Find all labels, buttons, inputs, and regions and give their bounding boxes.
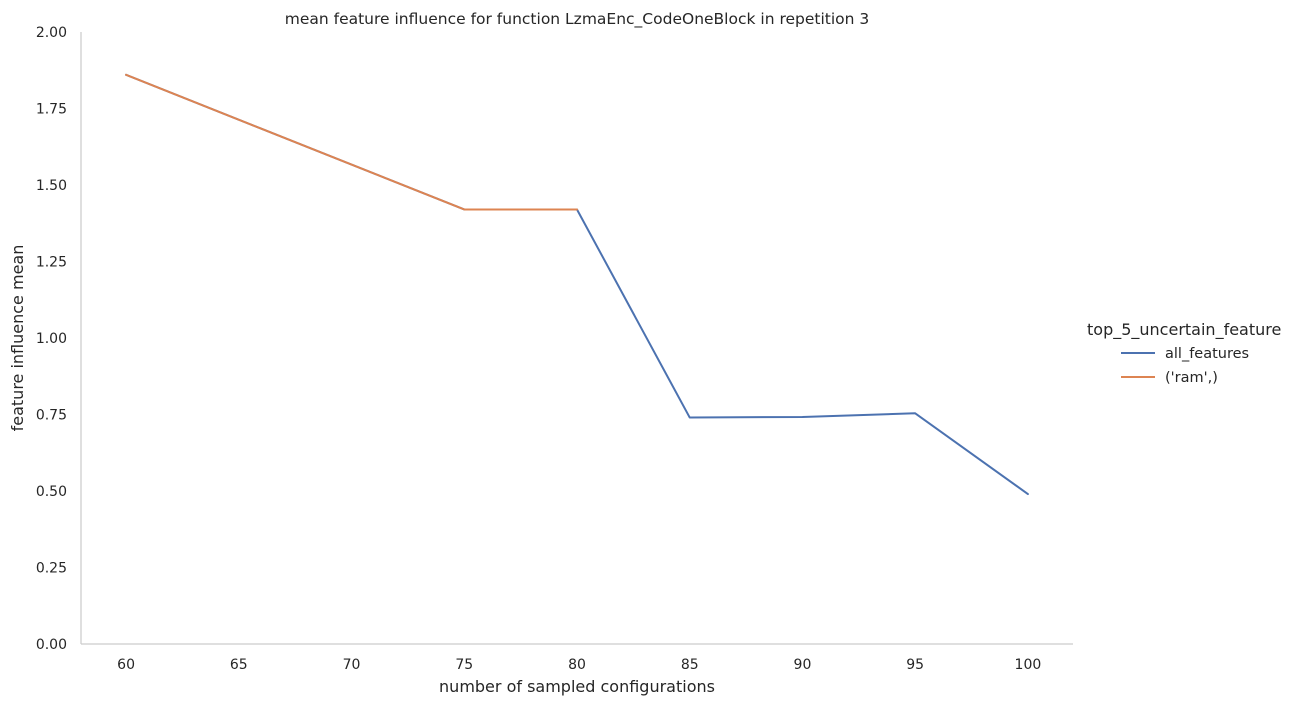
y-tick-label: 1.00 [36,331,67,347]
x-axis: 60 65 70 75 80 85 90 95 100 [81,643,1073,673]
x-tick-label: 90 [794,657,812,673]
legend: top_5_uncertain_feature all_features ('ra… [1087,320,1281,386]
legend-title: top_5_uncertain_feature [1087,320,1281,340]
y-tick-label: 0.25 [36,561,67,577]
y-tick-label: 2.00 [36,25,67,41]
legend-label: ('ram',) [1165,370,1218,386]
x-tick-label: 80 [568,657,586,673]
y-tick-label: 0.00 [36,637,67,653]
x-tick-label: 75 [455,657,473,673]
x-tick-label: 95 [906,657,924,673]
x-tick-label: 85 [681,657,699,673]
chart-title: mean feature influence for function Lzma… [285,10,870,29]
series-line-0 [125,73,1029,496]
y-axis-title: feature influence mean [8,245,27,432]
series-line-1 [125,73,578,211]
y-axis: 0.00 0.25 0.50 0.75 1.00 1.25 1.50 1.75 2.00 [36,25,82,653]
y-tick-label: 0.50 [36,484,67,500]
y-tick-label: 1.25 [36,255,67,271]
x-axis-title: number of sampled configurations [439,677,715,696]
y-tick-label: 1.75 [36,102,67,118]
x-tick-label: 70 [343,657,361,673]
x-tick-label: 100 [1015,657,1042,673]
y-tick-label: 0.75 [36,408,67,424]
x-tick-label: 65 [230,657,248,673]
x-tick-label: 60 [117,657,135,673]
legend-label: all_features [1165,346,1249,362]
y-tick-label: 1.50 [36,178,67,194]
series-layer [125,73,1029,496]
